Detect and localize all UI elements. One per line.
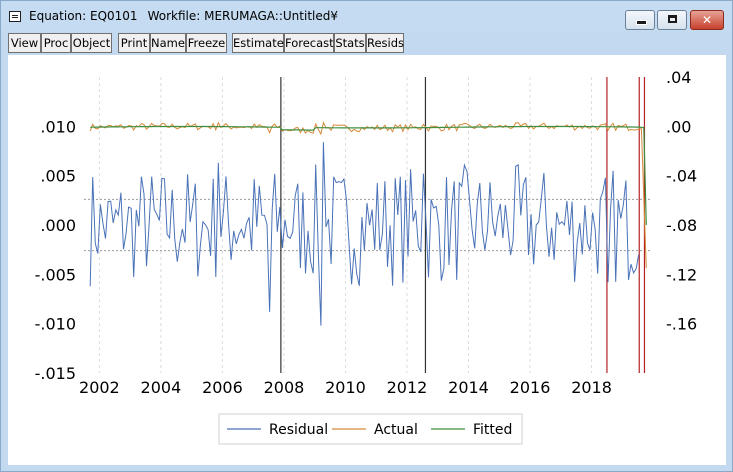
close-icon: ✕ xyxy=(701,13,713,27)
estimate-button[interactable]: Estimate xyxy=(232,33,284,53)
title-bar[interactable]: Equation: EQ0101 Workfile: MERUMAGA::Unti… xyxy=(1,1,732,31)
x-axis-tick-0: 2002 xyxy=(79,378,120,397)
right-axis-tick-4: -.12 xyxy=(666,265,697,284)
left-axis-tick-5: -.015 xyxy=(35,364,76,383)
x-axis-tick-3: 2008 xyxy=(264,378,305,397)
right-axis-tick-3: -.08 xyxy=(666,216,697,235)
freeze-button[interactable]: Freeze xyxy=(186,33,227,53)
legend-label-fitted: Fitted xyxy=(473,422,512,438)
right-axis-tick-0: .04 xyxy=(666,68,691,87)
left-axis-tick-0: .010 xyxy=(40,117,76,136)
legend-label-residual: Residual xyxy=(269,422,328,438)
close-button[interactable]: ✕ xyxy=(690,10,724,30)
right-axis-tick-5: -.16 xyxy=(666,315,697,334)
system-menu-icon[interactable] xyxy=(9,11,21,22)
maximize-icon xyxy=(668,15,677,23)
resids-button[interactable]: Resids xyxy=(366,33,404,53)
right-axis-tick-1: .00 xyxy=(666,117,691,136)
series-fitted-line xyxy=(90,125,647,226)
view-button[interactable]: View xyxy=(8,33,41,53)
legend-box xyxy=(218,413,523,445)
object-button[interactable]: Object xyxy=(71,33,112,53)
left-axis-tick-3: -.005 xyxy=(35,265,76,284)
left-axis-tick-4: -.010 xyxy=(35,315,76,334)
workfile-name: Workfile: MERUMAGA::Untitled¥ xyxy=(147,9,338,23)
series-residual-line xyxy=(89,142,640,326)
graph-area: .010 .005 .000 -.005 -.010 -.015 .04 .00 -.04 -.0… xyxy=(8,55,726,465)
right-axis-tick-2: -.04 xyxy=(666,167,697,186)
legend-label-actual: Actual xyxy=(374,422,418,438)
proc-button[interactable]: Proc xyxy=(41,33,71,53)
left-axis-tick-2: .000 xyxy=(40,216,76,235)
name-button[interactable]: Name xyxy=(150,33,186,53)
x-axis-tick-8: 2018 xyxy=(571,378,612,397)
minimize-icon xyxy=(636,20,647,25)
x-axis-tick-5: 2012 xyxy=(387,378,428,397)
print-button[interactable]: Print xyxy=(118,33,150,53)
x-axis-tick-6: 2014 xyxy=(448,378,489,397)
window-title: Equation: EQ0101 Workfile: MERUMAGA::Unti… xyxy=(29,9,338,23)
x-axis-tick-4: 2010 xyxy=(325,378,366,397)
maximize-button[interactable] xyxy=(657,10,687,30)
x-axis-tick-2: 2006 xyxy=(202,378,243,397)
left-axis-tick-1: .005 xyxy=(40,167,76,186)
stats-button[interactable]: Stats xyxy=(334,33,366,53)
equation-name: Equation: EQ0101 xyxy=(29,9,138,23)
x-axis-tick-1: 2004 xyxy=(141,378,182,397)
x-axis-tick-7: 2016 xyxy=(510,378,551,397)
forecast-button[interactable]: Forecast xyxy=(284,33,334,53)
minimize-button[interactable] xyxy=(625,10,655,30)
series-actual-line xyxy=(89,121,647,269)
residual-actual-fitted-chart: .010 .005 .000 -.005 -.010 -.015 .04 .00 -.04 -.0… xyxy=(35,68,697,445)
